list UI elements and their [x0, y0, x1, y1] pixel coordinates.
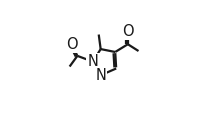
Text: N: N — [88, 54, 98, 69]
Text: O: O — [122, 24, 134, 39]
Text: N: N — [95, 68, 106, 83]
Text: O: O — [66, 37, 77, 52]
